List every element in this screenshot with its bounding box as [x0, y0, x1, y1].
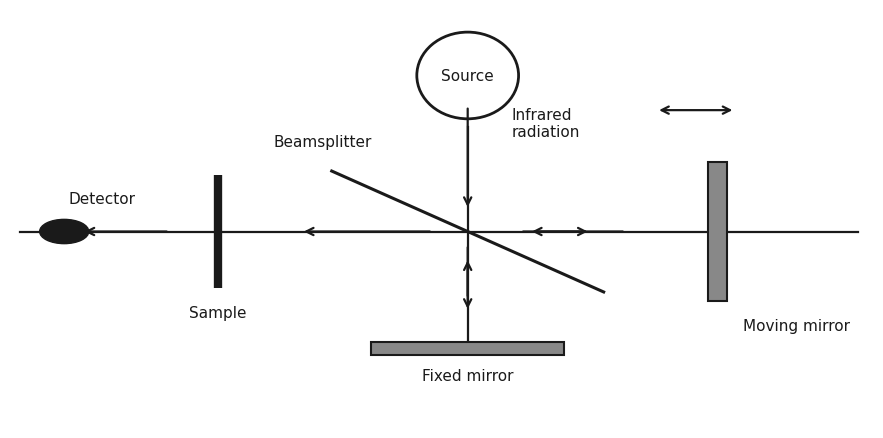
Text: Detector: Detector — [69, 192, 136, 207]
Bar — [371, 343, 564, 355]
Circle shape — [40, 220, 89, 244]
Text: Infrared
radiation: Infrared radiation — [511, 108, 580, 140]
Bar — [708, 163, 728, 301]
Text: Beamsplitter: Beamsplitter — [274, 135, 372, 150]
Text: Moving mirror: Moving mirror — [743, 318, 850, 333]
Text: Source: Source — [442, 69, 494, 84]
Text: Sample: Sample — [189, 305, 246, 321]
Text: Fixed mirror: Fixed mirror — [422, 368, 513, 383]
